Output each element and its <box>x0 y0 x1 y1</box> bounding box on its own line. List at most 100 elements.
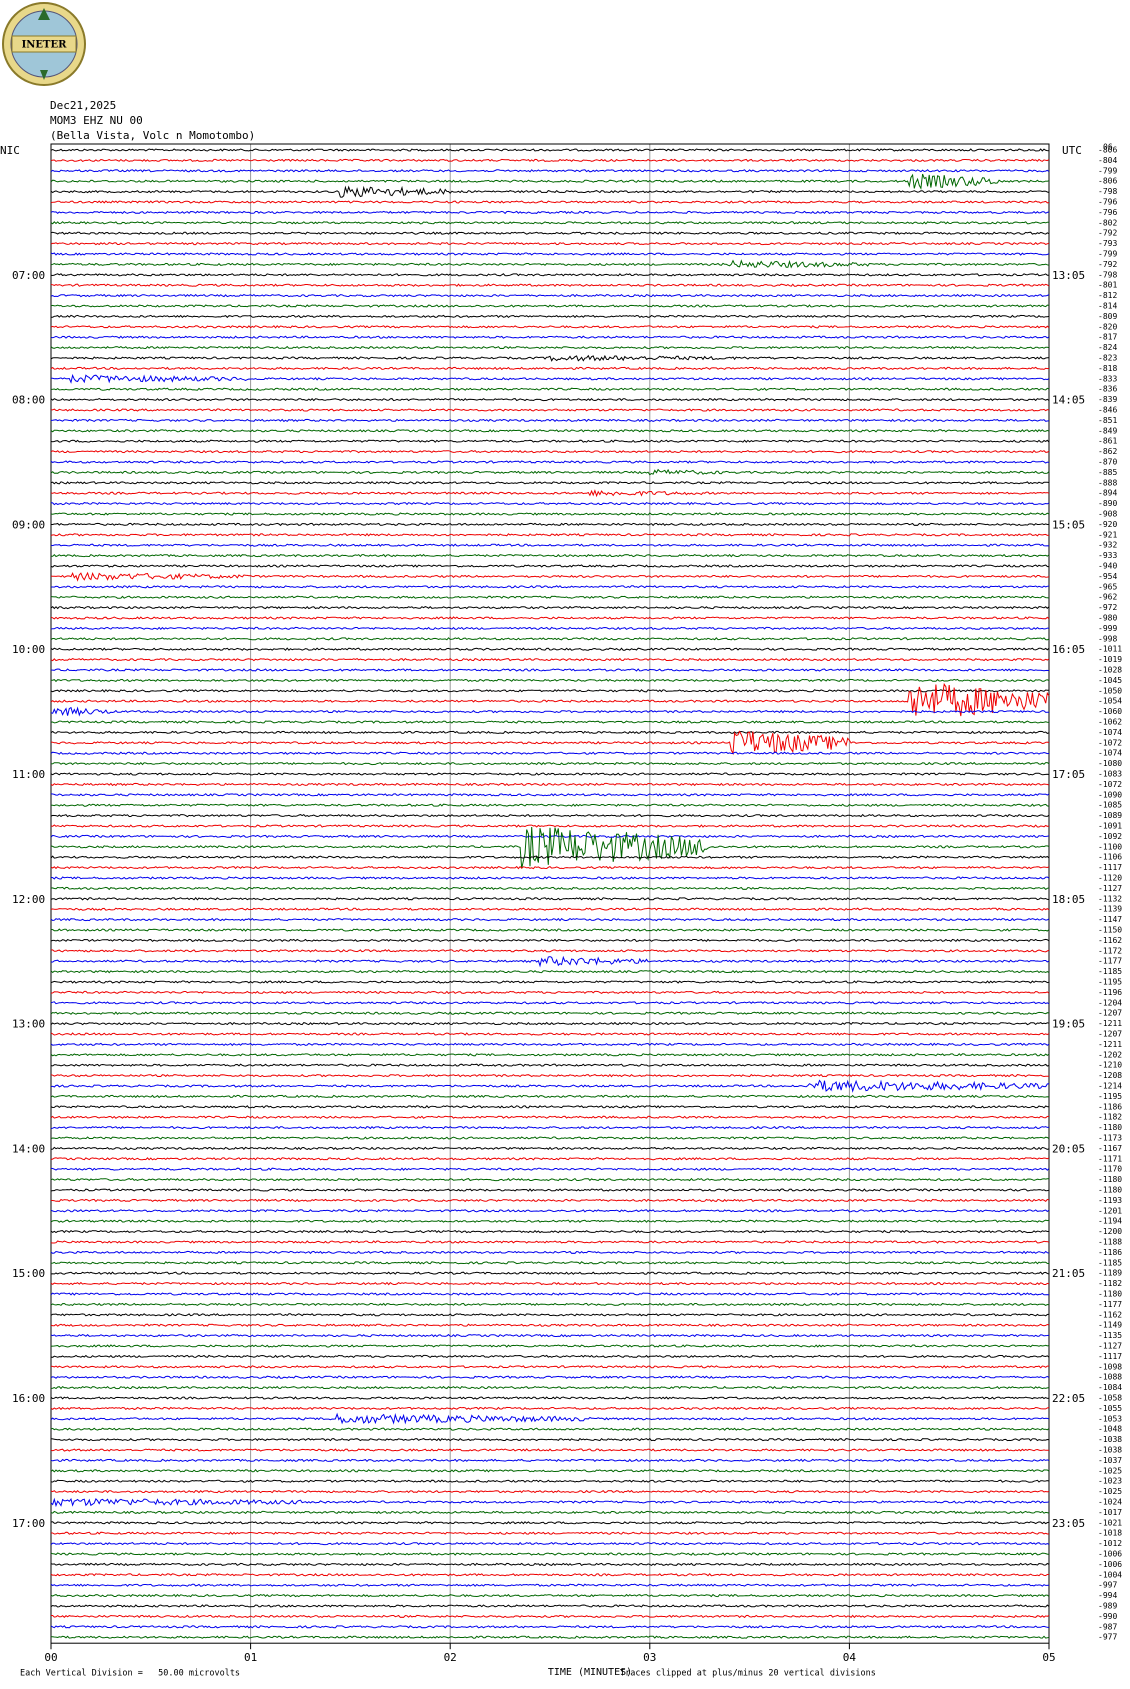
row-offset: -1196 <box>1098 988 1122 997</box>
row-offset: -1167 <box>1098 1144 1122 1153</box>
local-time-label: 14:00 <box>12 1142 45 1155</box>
trace <box>50 1323 1050 1327</box>
trace <box>50 637 1050 641</box>
grid <box>50 143 1050 1650</box>
row-offset: -1012 <box>1098 1539 1122 1548</box>
utc-time-label: 17:05 <box>1052 768 1085 781</box>
row-offset: -806 <box>1098 177 1117 186</box>
trace <box>50 543 1050 547</box>
row-offset: -1177 <box>1098 1300 1122 1309</box>
row-offset: -1182 <box>1098 1113 1122 1122</box>
row-offset: -1180 <box>1098 1186 1122 1195</box>
row-offset: -820 <box>1098 322 1117 331</box>
row-offset: -1149 <box>1098 1321 1122 1330</box>
row-offset: -999 <box>1098 624 1117 633</box>
local-time-label: 10:00 <box>12 643 45 656</box>
trace <box>50 595 1050 599</box>
trace <box>50 1001 1050 1005</box>
trace <box>50 1032 1050 1036</box>
trace <box>50 865 1050 870</box>
row-offset: -1117 <box>1098 1352 1122 1361</box>
row-offset: -994 <box>1098 1591 1117 1600</box>
trace <box>50 647 1050 651</box>
trace <box>50 1510 1050 1515</box>
trace <box>50 1240 1050 1244</box>
trace <box>50 1302 1050 1307</box>
trace <box>50 772 1050 776</box>
trace <box>50 408 1050 412</box>
trace <box>50 169 1050 173</box>
trace <box>50 1333 1050 1338</box>
row-offset: -1195 <box>1098 1092 1122 1101</box>
row-offset: -799 <box>1098 250 1117 259</box>
row-offset: -954 <box>1098 572 1117 581</box>
row-offset: -1127 <box>1098 884 1122 893</box>
trace <box>50 1385 1050 1390</box>
row-offset: -796 <box>1098 208 1117 217</box>
trace <box>50 969 1050 974</box>
row-offset: -1214 <box>1098 1082 1122 1091</box>
trace <box>50 616 1050 620</box>
trace <box>50 917 1050 922</box>
trace <box>50 730 1050 756</box>
row-offset: -1132 <box>1098 894 1122 903</box>
trace <box>50 657 1050 662</box>
trace <box>50 512 1050 516</box>
trace <box>51 1531 1050 1535</box>
top-right-label: 06 <box>1103 143 1113 152</box>
trace <box>50 501 1050 506</box>
trace <box>50 397 1050 402</box>
row-offset: -1092 <box>1098 832 1122 841</box>
trace <box>50 1489 1050 1494</box>
trace <box>50 1209 1050 1213</box>
row-offset: -1162 <box>1098 1310 1122 1319</box>
trace <box>50 689 1050 693</box>
row-offset: -1038 <box>1098 1446 1122 1455</box>
trace <box>50 1573 1050 1577</box>
row-offset: -1090 <box>1098 790 1122 799</box>
row-offset: -804 <box>1098 156 1117 165</box>
trace <box>50 1541 1050 1546</box>
trace <box>50 706 1050 717</box>
trace <box>50 429 1050 433</box>
row-offset: -798 <box>1098 270 1117 279</box>
utc-time-label: 19:05 <box>1052 1018 1085 1031</box>
traces <box>50 148 1050 1639</box>
row-offset: -851 <box>1098 416 1117 425</box>
trace <box>50 1604 1050 1608</box>
local-time-label: 16:00 <box>12 1392 45 1405</box>
trace <box>50 1079 1050 1093</box>
trace <box>50 1497 1050 1508</box>
trace <box>50 1406 1050 1411</box>
utc-time-label: 15:05 <box>1052 518 1085 531</box>
station: MOM3 EHZ NU 00 <box>50 114 143 127</box>
row-offset: -1172 <box>1098 946 1122 955</box>
row-offset: -817 <box>1098 333 1117 342</box>
row-offset: -1025 <box>1098 1487 1122 1496</box>
row-offset: -1050 <box>1098 686 1122 695</box>
trace <box>50 1354 1050 1359</box>
row-offset: -1193 <box>1098 1196 1122 1205</box>
row-offset: -962 <box>1098 593 1117 602</box>
row-offset: -997 <box>1098 1581 1117 1590</box>
row-offset: -1186 <box>1098 1248 1122 1257</box>
row-offset: -908 <box>1098 510 1117 519</box>
trace <box>50 938 1050 943</box>
trace <box>50 1021 1050 1026</box>
location: (Bella Vista, Volc n Momotombo) <box>50 129 255 142</box>
row-offset: -809 <box>1098 312 1117 321</box>
row-offset: -792 <box>1098 229 1117 238</box>
row-offset: -1200 <box>1098 1227 1122 1236</box>
row-offset: -998 <box>1098 634 1117 643</box>
trace <box>50 730 1050 735</box>
row-offset: -1060 <box>1098 707 1122 716</box>
row-offset: -1054 <box>1098 697 1122 706</box>
trace <box>50 1375 1050 1379</box>
row-offset: -1171 <box>1098 1154 1122 1163</box>
row-offset: -885 <box>1098 468 1117 477</box>
row-offset: -1045 <box>1098 676 1122 685</box>
left-title: NIC <box>0 144 20 157</box>
row-offset: -1088 <box>1098 1373 1122 1382</box>
utc-time-label: 18:05 <box>1052 893 1085 906</box>
